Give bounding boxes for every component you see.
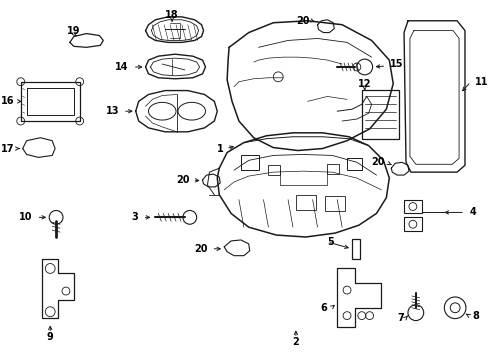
Text: 8: 8 (472, 311, 479, 321)
Text: 5: 5 (326, 237, 333, 247)
Text: 20: 20 (176, 175, 189, 185)
Text: 13: 13 (105, 106, 119, 116)
Bar (295, 195, 315, 211)
Bar (326, 164, 339, 174)
Bar (346, 158, 361, 170)
Text: 16: 16 (1, 96, 15, 106)
Text: 6: 6 (320, 303, 326, 313)
Text: 15: 15 (389, 59, 403, 69)
Text: 18: 18 (165, 10, 179, 20)
Text: 9: 9 (47, 332, 54, 342)
Bar (268, 165, 280, 175)
Text: 7: 7 (396, 312, 403, 323)
Bar (403, 217, 421, 231)
Text: 11: 11 (474, 77, 488, 87)
Bar (351, 239, 359, 258)
Text: 17: 17 (1, 144, 15, 154)
Bar (361, 90, 398, 139)
Text: 1: 1 (217, 144, 224, 154)
Text: 2: 2 (292, 337, 299, 347)
Text: 3: 3 (131, 212, 138, 222)
Text: 20: 20 (296, 16, 309, 26)
Bar (325, 196, 345, 211)
Text: 4: 4 (469, 207, 476, 217)
Text: 20: 20 (194, 244, 207, 254)
Bar (403, 200, 421, 213)
Text: 12: 12 (357, 79, 371, 89)
Text: 19: 19 (67, 26, 81, 36)
Text: 10: 10 (19, 212, 33, 222)
Bar (241, 156, 258, 170)
Text: 20: 20 (370, 157, 384, 167)
Text: 14: 14 (115, 62, 128, 72)
